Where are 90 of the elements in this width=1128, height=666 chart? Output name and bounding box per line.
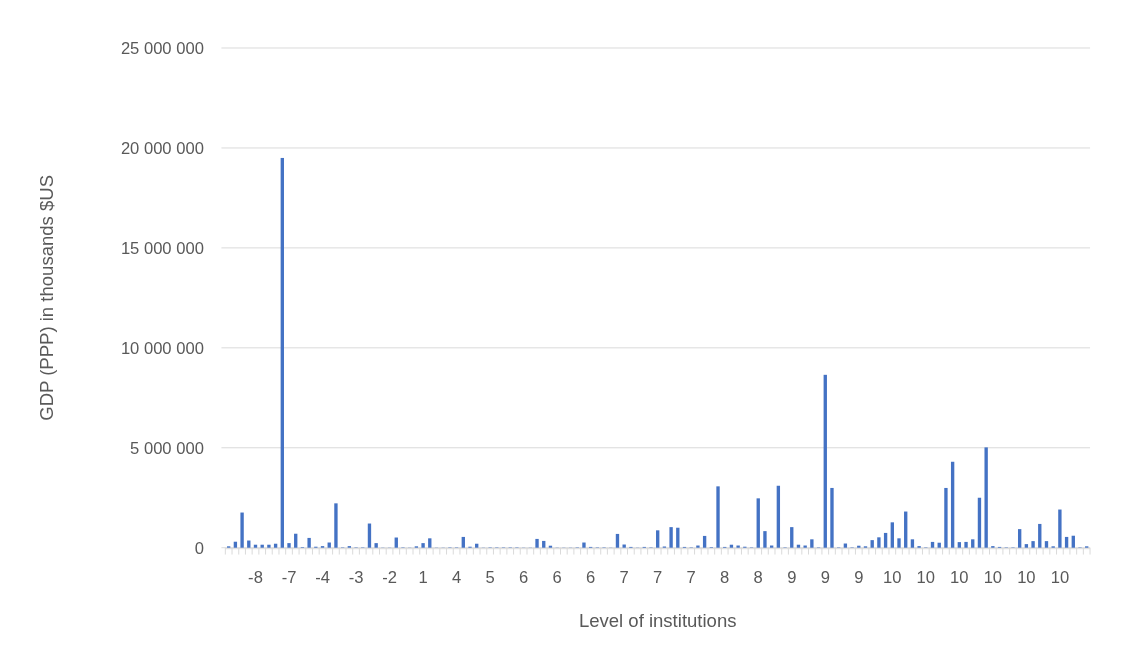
x-tick-label: 9 <box>787 567 797 587</box>
bar <box>253 544 258 548</box>
bar <box>475 543 479 548</box>
bar <box>1024 544 1029 548</box>
bar <box>964 541 968 548</box>
bar <box>883 532 888 548</box>
bar <box>696 545 700 548</box>
x-tick-label: 8 <box>753 567 763 587</box>
bar <box>428 538 432 548</box>
bar <box>1064 536 1069 548</box>
x-tick-label: -3 <box>348 567 364 587</box>
x-tick-label: -8 <box>248 567 263 587</box>
x-tick-label: 7 <box>619 567 629 587</box>
bar <box>267 544 271 548</box>
bar <box>877 537 881 548</box>
x-tick-label: 10 <box>883 567 902 587</box>
x-tick-label: 8 <box>720 567 730 587</box>
bar <box>944 487 948 548</box>
bar <box>950 461 955 548</box>
bar <box>897 538 901 548</box>
bar <box>287 543 291 548</box>
x-tick-label: 6 <box>552 567 562 587</box>
y-tick-label: 5 000 000 <box>130 438 204 458</box>
x-tick-label: 10 <box>1050 567 1070 587</box>
x-tick-label: 6 <box>586 567 596 587</box>
x-tick-label: 5 <box>485 567 495 587</box>
y-tick-label: 20 000 000 <box>120 138 204 158</box>
bar <box>1058 509 1062 548</box>
bar <box>870 540 874 548</box>
y-axis-title: GDP (PPP) in thousands $US <box>35 174 57 421</box>
bar <box>763 531 767 548</box>
bar <box>334 503 338 548</box>
x-tick-label: 6 <box>519 567 529 587</box>
bar <box>790 527 794 548</box>
x-tick-label: 7 <box>686 567 696 587</box>
bar <box>461 536 465 548</box>
x-tick-label: 4 <box>451 567 462 587</box>
y-tick-label: 10 000 000 <box>120 338 204 358</box>
bar <box>280 157 284 548</box>
bar <box>910 539 915 548</box>
bar <box>984 447 988 548</box>
x-tick-label: -7 <box>281 567 297 587</box>
x-tick-label: 9 <box>820 567 830 587</box>
x-tick-label: 7 <box>653 567 663 587</box>
bar <box>1044 541 1049 548</box>
bar <box>796 544 801 548</box>
bar <box>702 535 707 548</box>
bar <box>273 543 278 548</box>
bar <box>810 539 814 548</box>
bar <box>736 545 740 548</box>
x-tick-label: 10 <box>916 567 936 587</box>
x-tick-label: 10 <box>983 567 1003 587</box>
bar <box>535 538 539 548</box>
bar <box>656 530 660 548</box>
x-axis-title: Level of institutions <box>578 609 737 631</box>
bar <box>421 543 425 548</box>
x-tick-label: 1 <box>418 567 428 587</box>
x-tick-label: 10 <box>1017 567 1036 587</box>
bar <box>729 544 734 548</box>
bar <box>1017 529 1022 548</box>
bar <box>240 512 244 548</box>
x-tick-label: -4 <box>315 567 330 587</box>
bar <box>1071 535 1075 548</box>
bar <box>977 497 982 548</box>
bar <box>823 374 827 548</box>
bar <box>260 544 264 548</box>
bar <box>716 486 720 548</box>
bar <box>957 542 962 548</box>
bar <box>890 522 894 548</box>
bar <box>676 527 680 548</box>
bar <box>803 545 807 548</box>
bar <box>930 541 935 548</box>
bar <box>307 537 311 548</box>
bar <box>669 527 673 548</box>
bar <box>615 533 620 548</box>
bar <box>830 487 834 548</box>
y-tick-label: 15 000 000 <box>120 238 204 258</box>
bar <box>1038 523 1042 548</box>
y-tick-label: 0 <box>194 538 204 558</box>
bar <box>542 540 546 548</box>
bar <box>756 498 760 548</box>
x-tick-label: 10 <box>950 567 969 587</box>
bar <box>374 543 378 548</box>
bar <box>582 542 586 548</box>
x-tick-label: 9 <box>854 567 864 587</box>
bar <box>233 541 238 548</box>
bar <box>1031 541 1035 548</box>
bar <box>971 539 975 548</box>
x-tick-label: -2 <box>382 567 397 587</box>
y-tick-label: 25 000 000 <box>120 38 204 58</box>
